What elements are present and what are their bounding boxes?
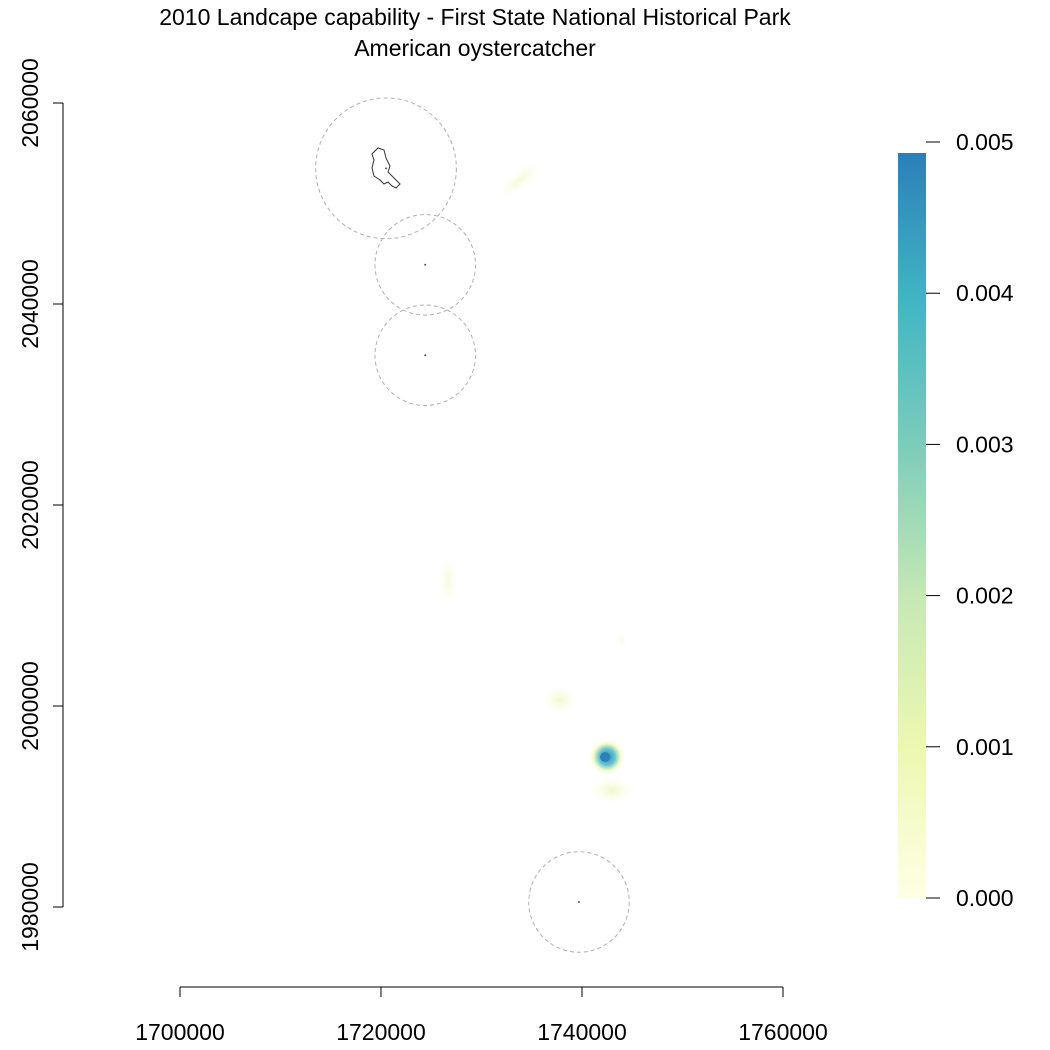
buffer-south [528, 851, 630, 953]
buffer-north [315, 97, 457, 240]
park-boundary [371, 147, 401, 189]
capability-patch [497, 160, 543, 200]
site-point [385, 167, 388, 170]
legend-colorbar [898, 153, 926, 898]
legend-tick-label: 0.000 [956, 885, 1014, 911]
legend-tick-label: 0.003 [956, 431, 1014, 457]
x-tick-label: 1720000 [336, 1019, 426, 1045]
legend-tick-label: 0.002 [956, 583, 1014, 609]
y-tick-label: 2060000 [17, 58, 43, 148]
legend-tick-label: 0.005 [956, 129, 1014, 155]
legend-tick-label: 0.001 [956, 734, 1014, 760]
site-point [424, 263, 427, 266]
site-point [424, 354, 427, 357]
capability-raster [438, 160, 636, 804]
buffer-circles [315, 97, 630, 953]
capability-patch [542, 686, 578, 714]
capability-patch [588, 776, 636, 804]
y-axis: 1980000 2000000 2020000 2040000 2060000 [17, 58, 64, 952]
capability-patch [438, 556, 458, 604]
y-tick-label: 1980000 [17, 862, 43, 952]
y-tick-label: 2000000 [17, 661, 43, 751]
x-tick-label: 1760000 [738, 1019, 828, 1045]
x-tick-label: 1740000 [537, 1019, 627, 1045]
map-subtitle: American oystercatcher [354, 35, 596, 61]
x-axis: 1700000 1720000 1740000 1760000 [135, 986, 828, 1045]
x-tick-label: 1700000 [135, 1019, 225, 1045]
capability-patch [617, 632, 627, 648]
site-point [577, 900, 580, 903]
buffer-mid-2 [374, 304, 476, 407]
y-tick-label: 2040000 [17, 259, 43, 349]
legend-tick-label: 0.004 [956, 280, 1014, 306]
buffer-mid-1 [374, 214, 476, 316]
y-tick-label: 2020000 [17, 460, 43, 550]
site-points [385, 167, 580, 903]
capability-hotspot-core [600, 752, 610, 762]
legend: 0.000 0.001 0.002 0.003 0.004 0.005 [898, 129, 1014, 911]
map-title: 2010 Landcape capability - First State N… [159, 4, 791, 30]
